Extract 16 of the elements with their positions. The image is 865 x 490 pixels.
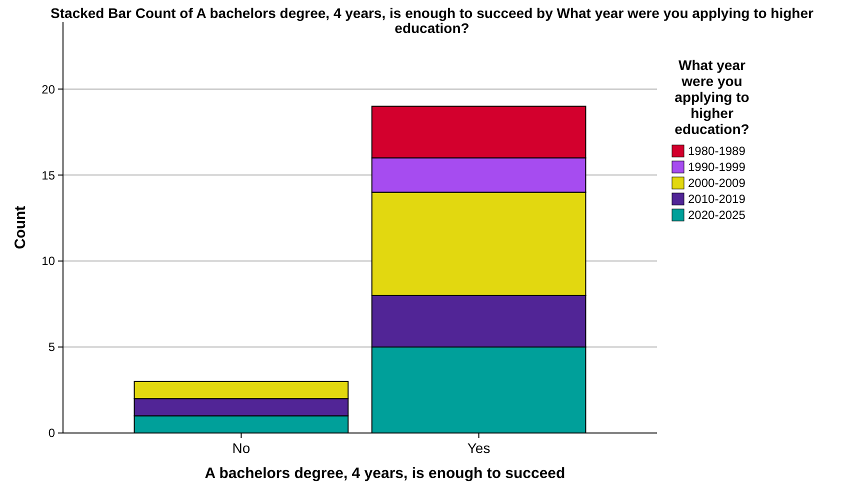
legend-label: 1980-1989 — [688, 144, 746, 158]
y-tick-label: 10 — [42, 254, 56, 268]
legend-label: 2020-2025 — [688, 208, 746, 222]
y-tick-label: 20 — [42, 82, 56, 96]
y-axis-title: Count — [12, 206, 29, 250]
chart-title: Stacked Bar Count of A bachelors degree, 4 years, is enough to succeed by What year were you applying to higher education? — [50, 5, 814, 36]
legend-label: 2010-2019 — [688, 192, 746, 206]
y-tick-label: 0 — [48, 426, 56, 440]
legend-label: 1990-1999 — [688, 160, 746, 174]
x-tick-label: No — [232, 440, 250, 456]
legend-label: 2000-2009 — [688, 176, 746, 190]
x-tick-label: Yes — [467, 440, 490, 456]
legend-title: What year were you applying to higher education? — [674, 57, 750, 137]
y-tick-label: 15 — [42, 168, 56, 182]
y-tick-label: 5 — [48, 340, 56, 354]
x-axis-title: A bachelors degree, 4 years, is enough to succeed — [204, 465, 566, 482]
